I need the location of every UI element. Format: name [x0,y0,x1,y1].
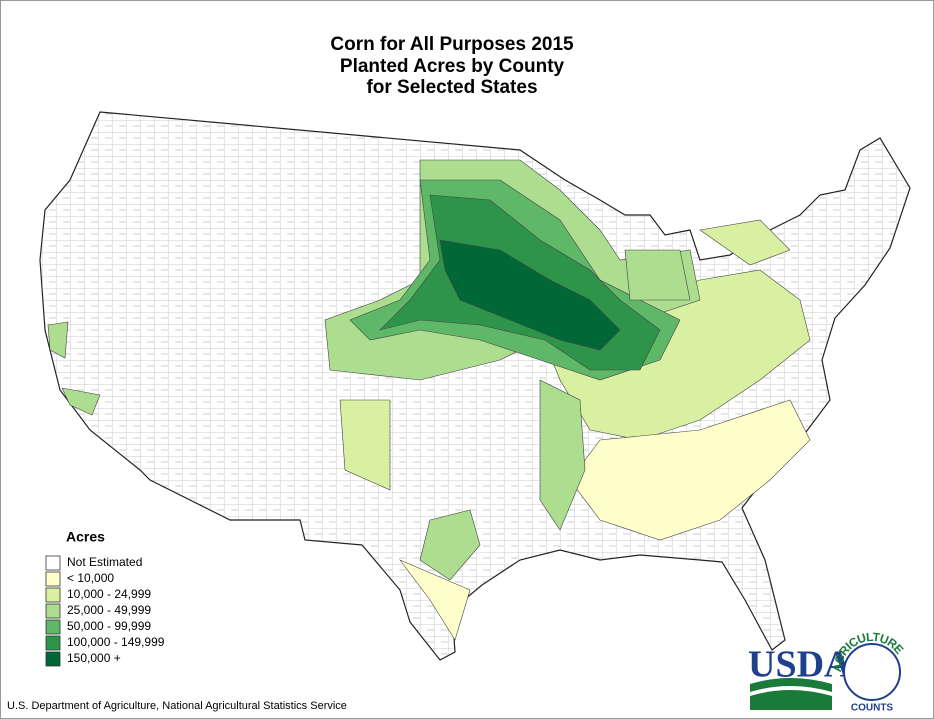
corn-region [339,399,391,491]
corn-region [699,219,791,266]
corn-region [539,379,586,531]
logo-stripe [750,690,832,710]
legend-swatch [45,571,61,587]
corn-region [61,387,101,416]
legend-swatch [45,555,61,571]
legend-label: 100,000 - 149,999 [67,635,165,649]
legend-title: Acres [66,529,105,545]
legend-label: 10,000 - 24,999 [67,587,151,601]
corn-region [399,559,471,641]
corn-region [419,509,481,581]
corn-region [569,399,811,541]
legend-swatch [45,603,61,619]
logo-circle [843,643,901,701]
legend-label: 150,000 + [67,651,121,665]
legend-label: Not Estimated [67,555,142,569]
legend-label: 25,000 - 49,999 [67,603,151,617]
legend-swatch [45,651,61,667]
corn-region [624,249,691,301]
legend: Not Estimated < 10,000 10,000 - 24,999 25,0… [45,555,165,667]
title-line: Planted Acres by County [340,56,565,77]
corn-region [47,321,69,359]
us-map [39,111,911,661]
legend-swatch [45,635,61,651]
logo-sub: COUNTS [851,703,894,714]
title-line: for Selected States [366,77,537,98]
title-line: Corn for All Purposes 2015 [330,34,574,55]
legend-swatch [45,619,61,635]
legend-swatch [45,587,61,603]
logo-stripe [750,678,832,692]
usda-logo: USDA AGRICULTURE COUNTS [748,630,906,714]
legend-label: 50,000 - 99,999 [67,619,151,633]
footer: U.S. Department of Agriculture, National… [7,700,347,712]
legend-label: < 10,000 [67,571,114,585]
corn-region [439,239,621,351]
